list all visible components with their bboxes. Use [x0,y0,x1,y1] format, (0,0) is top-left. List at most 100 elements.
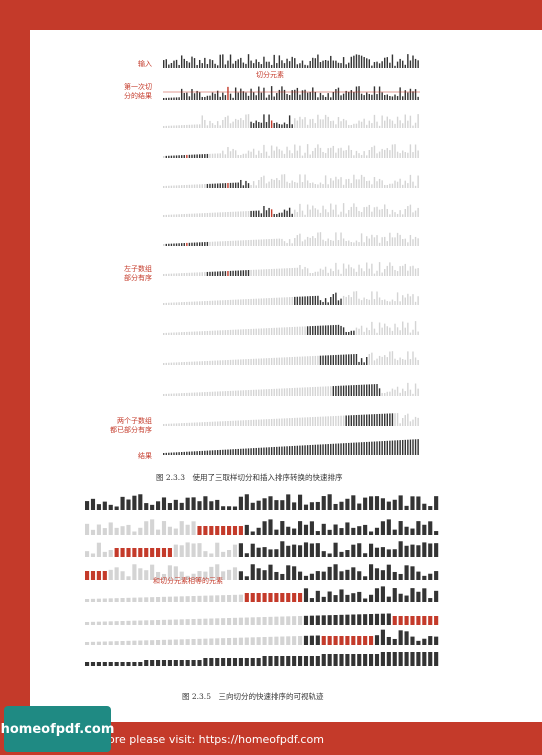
trace-bar [138,662,143,666]
trace-bar [281,446,283,455]
trace-bar [414,236,417,246]
trace-bar [368,204,371,217]
trace-bar [410,496,415,510]
trace-bar [332,120,335,128]
trace-bar [337,300,340,305]
trace-bar [366,180,368,188]
trace-bar [386,636,391,645]
trace-bar [219,449,221,455]
trace-bar [126,640,131,645]
trace-bar [238,571,243,580]
footer-link[interactable]: ore please visit: https://homeofpdf.com [108,733,324,746]
trace-bar [268,207,270,217]
trace-bar [309,417,311,426]
trace-bar [381,92,383,100]
trace-bar [360,414,363,426]
trace-bar [242,185,245,188]
trace-bar [255,269,257,276]
trace-bar [255,239,257,246]
trace-bar [244,658,249,666]
trace-bar [404,90,406,100]
trace-bar [222,271,224,276]
trace-bar [378,322,381,335]
trace-bar [204,119,206,128]
trace-bar [286,545,291,557]
trace-bar [369,614,374,625]
trace-bar [422,503,427,510]
trace-bar [373,177,376,188]
trace-bar [386,613,391,625]
trace-bar [386,564,391,580]
trace-bar [381,148,383,158]
trace-bar [178,302,180,305]
trace-bar [299,265,301,276]
trace-bar [178,393,180,396]
trace-bar [280,656,285,666]
trace-bar [216,450,219,455]
trace-bar [219,96,221,100]
trace-bar [120,571,125,580]
trace-bar [410,616,415,625]
trace-bar [232,211,234,217]
trace-bar [234,240,237,246]
trace-bar [156,571,161,580]
trace-bar [358,264,360,276]
trace-bar [268,616,273,625]
trace-bar [360,384,363,396]
trace-bar [321,636,326,645]
trace-bar [238,496,243,510]
trace-bar [317,144,319,158]
trace-bar [299,233,301,246]
trace-bar [281,86,283,100]
trace-bar [227,569,232,580]
trace-bar [188,422,191,426]
trace-bar [327,212,329,217]
trace-bar [114,506,119,510]
trace-bar [165,362,167,365]
trace-bar [321,615,326,625]
trace-bar [348,145,350,158]
trace-bar [304,445,306,455]
site-badge[interactable]: homeofpdf.com [1,706,114,752]
trace-bar [376,291,378,305]
trace-bar [227,115,229,128]
trace-bar [165,214,167,217]
trace-bar [227,421,229,426]
trace-bar [232,637,238,645]
trace-bar [404,595,409,602]
trace-bar [268,593,273,602]
trace-bar [283,388,286,396]
trace-bar [178,125,180,128]
trace-bar [412,91,414,100]
trace-bar [394,144,396,158]
trace-bar [340,232,342,246]
trace-bar [183,302,185,305]
trace-bar [186,272,188,276]
trace-bar [232,148,234,158]
trace-bar [260,269,263,276]
trace-bar [399,58,401,68]
trace-bar [322,205,324,217]
trace-bar [384,149,386,158]
trace-bar [404,114,406,128]
trace-bar [399,87,401,100]
trace-bar [165,185,167,188]
trace-bar [175,393,178,396]
trace-bar [186,451,188,455]
trace-bar [306,65,309,68]
trace-bar [180,393,183,396]
trace-bar [163,424,165,426]
trace-bar [414,185,417,188]
trace-bar [288,183,291,188]
trace-bar [322,355,324,365]
trace-bar [273,297,275,305]
trace-bar [312,417,314,426]
trace-bar [414,89,417,100]
trace-bar [340,95,342,100]
trace-bar [209,526,214,535]
trace-bar [286,418,288,426]
trace-bar [333,503,338,510]
trace-bar [414,210,417,217]
trace-bar [173,273,175,276]
trace-bar [366,414,368,426]
